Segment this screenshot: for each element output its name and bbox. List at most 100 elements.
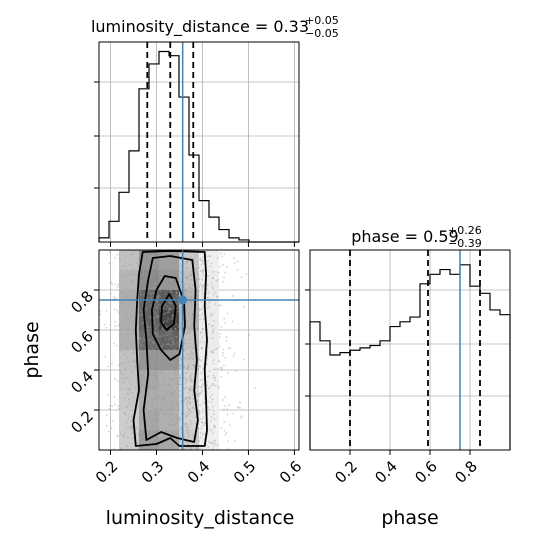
sample-point	[153, 387, 156, 390]
sample-point	[161, 443, 164, 445]
density-cell	[119, 390, 139, 410]
sample-point	[203, 274, 205, 277]
sample-point	[200, 386, 202, 389]
sample-point	[142, 274, 144, 277]
sample-point	[145, 278, 147, 281]
sample-point	[180, 399, 183, 402]
sample-point	[113, 396, 116, 398]
sample-point	[122, 373, 125, 376]
sample-point	[137, 357, 140, 359]
sample-point	[165, 290, 168, 293]
title-upper-error: +0.05	[305, 14, 339, 27]
sample-point	[148, 446, 150, 449]
sample-point	[198, 285, 201, 288]
sample-point	[119, 432, 122, 435]
sample-point	[138, 432, 141, 435]
sample-point	[140, 281, 143, 283]
sample-point	[176, 418, 179, 421]
sample-point	[189, 388, 192, 391]
sample-point	[139, 290, 142, 293]
sample-point	[136, 343, 139, 346]
sample-point	[200, 308, 203, 311]
sample-point	[168, 398, 171, 401]
sample-point	[178, 280, 181, 283]
sample-point	[177, 377, 180, 380]
sample-point	[155, 306, 158, 309]
sample-point	[152, 407, 155, 410]
sample-point	[209, 315, 212, 317]
sample-point	[189, 305, 192, 308]
sample-point	[169, 344, 172, 346]
sample-point	[187, 430, 189, 433]
sample-point	[127, 416, 130, 419]
sample-point	[188, 396, 191, 399]
sample-point	[214, 425, 216, 428]
sample-point	[106, 393, 109, 396]
sample-point	[172, 257, 175, 260]
sample-point	[192, 257, 195, 260]
sample-point	[209, 350, 212, 353]
sample-point	[206, 296, 209, 299]
sample-point	[195, 263, 198, 266]
sample-point	[175, 273, 177, 275]
sample-point	[187, 392, 190, 395]
sample-point	[172, 361, 175, 364]
sample-point	[160, 438, 162, 441]
sample-point	[216, 444, 219, 446]
sample-point	[179, 390, 181, 392]
sample-point	[171, 302, 174, 305]
sample-point	[160, 408, 163, 411]
sample-point	[186, 423, 189, 426]
sample-point	[145, 321, 148, 324]
sample-point	[162, 253, 164, 256]
histogram-step-luminosity-distance	[98, 50, 299, 243]
sample-point	[207, 440, 210, 443]
sample-point	[196, 369, 199, 372]
sample-point	[176, 335, 178, 338]
sample-point	[187, 443, 190, 445]
sample-point	[212, 319, 215, 322]
sample-point	[175, 373, 178, 376]
sample-point	[178, 417, 181, 420]
sample-point	[161, 434, 163, 437]
sample-point	[123, 412, 126, 415]
sample-point	[172, 432, 175, 434]
sample-point	[243, 358, 246, 361]
sample-point	[180, 281, 183, 283]
panel-frame-joint	[98, 249, 300, 451]
sample-point	[158, 397, 161, 400]
sample-point	[190, 301, 192, 304]
sample-point	[179, 335, 181, 338]
sample-point	[151, 268, 154, 270]
luminosity-distance-xtick-label: 0.6	[276, 457, 306, 487]
sample-point	[189, 296, 192, 299]
sample-point	[198, 358, 201, 361]
sample-point	[183, 387, 186, 390]
sample-point	[186, 277, 188, 279]
sample-point	[126, 405, 129, 408]
sample-point	[216, 256, 219, 259]
sample-point	[169, 330, 172, 333]
sample-point	[143, 264, 146, 267]
sample-point	[152, 348, 154, 350]
sample-point	[142, 357, 145, 360]
sample-point	[130, 427, 133, 430]
sample-point	[166, 390, 169, 393]
sample-point	[210, 262, 213, 265]
sample-point	[153, 418, 156, 421]
sample-point	[164, 375, 167, 378]
sample-point	[199, 257, 202, 260]
sample-point	[169, 446, 172, 449]
sample-point	[159, 367, 162, 369]
sample-point	[188, 354, 191, 356]
sample-point	[138, 416, 141, 419]
sample-point	[123, 337, 126, 340]
histogram-panel-phase: 0.2 0.4 0.6 0.8 phase = 0.59 +0.26 −0.39 ph…	[305, 224, 511, 529]
sample-point	[144, 287, 146, 290]
sample-point	[146, 273, 149, 276]
sample-point	[210, 429, 213, 432]
phase-ytick-label: 0.6	[67, 327, 97, 357]
sample-point	[127, 389, 130, 392]
sample-point	[173, 296, 176, 299]
sample-point	[163, 374, 166, 377]
